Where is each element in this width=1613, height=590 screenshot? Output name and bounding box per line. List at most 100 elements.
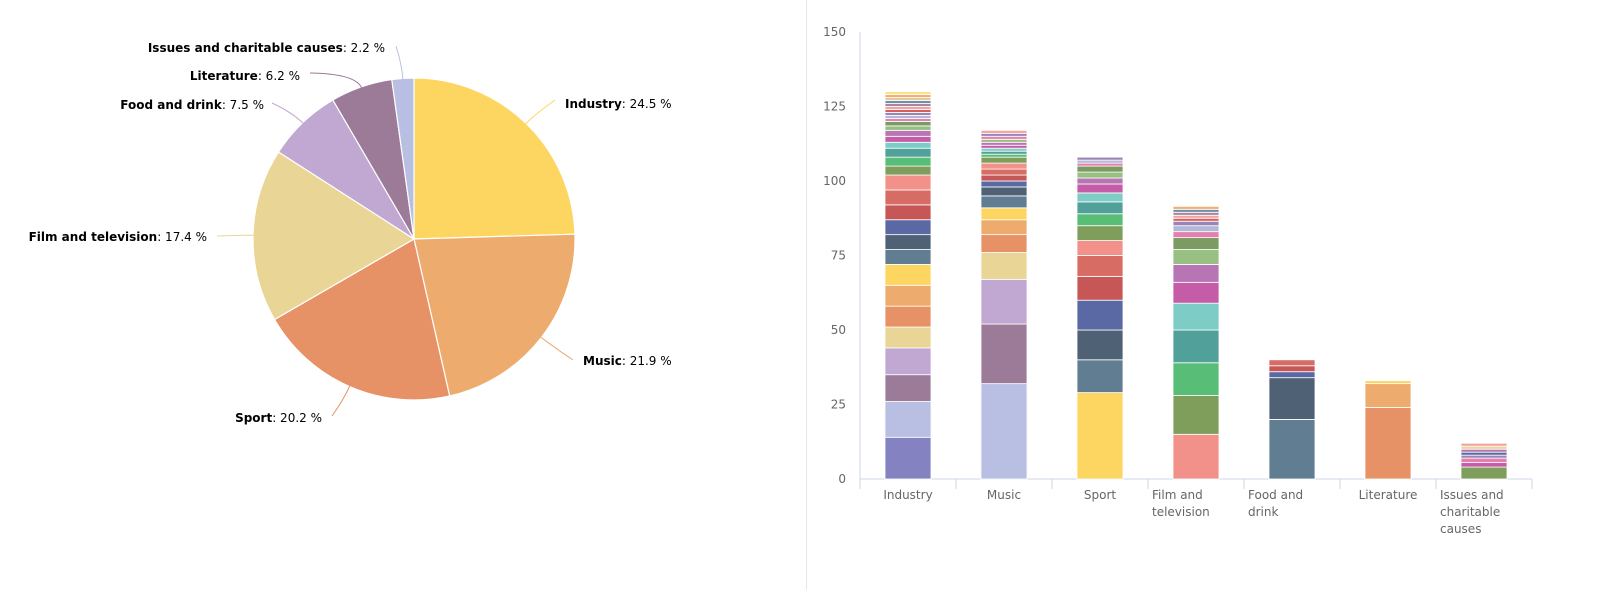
bar-segment[interactable]	[884, 97, 932, 101]
bar-segment[interactable]	[980, 219, 1028, 236]
bar-segment[interactable]	[980, 135, 1028, 140]
bar-segment[interactable]	[884, 326, 932, 349]
bar-segment[interactable]	[884, 115, 932, 119]
bar-segment[interactable]	[884, 219, 932, 236]
bar-segment[interactable]	[1076, 162, 1124, 167]
bar-segment[interactable]	[1076, 165, 1124, 173]
bar-segment[interactable]	[1076, 192, 1124, 203]
bar-segment[interactable]	[884, 100, 932, 104]
bar-segment[interactable]	[1172, 225, 1220, 233]
bar-segment[interactable]	[1172, 302, 1220, 331]
bar-segment[interactable]	[884, 436, 932, 480]
bar-segment[interactable]	[1268, 365, 1316, 373]
bar-segment[interactable]	[1172, 208, 1220, 213]
bar-segment[interactable]	[884, 106, 932, 110]
bar-segment[interactable]	[884, 156, 932, 167]
bar-segment[interactable]	[884, 112, 932, 116]
bar-segment[interactable]	[884, 249, 932, 265]
bar-segment[interactable]	[1172, 249, 1220, 265]
bar-segment[interactable]	[980, 252, 1028, 280]
bar-segment[interactable]	[884, 135, 932, 143]
bar-segment[interactable]	[1076, 329, 1124, 361]
bar-segment[interactable]	[1460, 462, 1508, 468]
bar-segment[interactable]	[884, 374, 932, 402]
bar-segment[interactable]	[1460, 448, 1508, 453]
bar-segment[interactable]	[1076, 213, 1124, 227]
bar-segment[interactable]	[980, 180, 1028, 188]
bar-segment[interactable]	[1172, 220, 1220, 227]
bar-segment[interactable]	[884, 189, 932, 206]
bar-segment[interactable]	[1172, 214, 1220, 219]
bar-segment[interactable]	[884, 284, 932, 307]
bar-segment[interactable]	[884, 94, 932, 98]
bar-segment[interactable]	[884, 305, 932, 328]
bar-segment[interactable]	[980, 278, 1028, 325]
bar-segment[interactable]	[1172, 231, 1220, 239]
bar-segment[interactable]	[884, 91, 932, 95]
bar-segment[interactable]	[1364, 380, 1412, 385]
bar-segment[interactable]	[1076, 299, 1124, 331]
bar-segment[interactable]	[980, 168, 1028, 176]
pie-slice-industry[interactable]	[413, 77, 576, 240]
bar-segment[interactable]	[1172, 211, 1220, 216]
bar-segment[interactable]	[1172, 281, 1220, 304]
bar-segment[interactable]	[1076, 159, 1124, 164]
bar-segment[interactable]	[1268, 418, 1316, 480]
bar-segment[interactable]	[884, 165, 932, 176]
bar-segment[interactable]	[980, 141, 1028, 146]
bar-segment[interactable]	[884, 204, 932, 221]
bar-segment[interactable]	[1268, 359, 1316, 367]
bar-segment[interactable]	[980, 138, 1028, 143]
bar-segment[interactable]	[1076, 275, 1124, 301]
bar-segment[interactable]	[1172, 264, 1220, 283]
bar-segment[interactable]	[980, 174, 1028, 182]
bar-segment[interactable]	[980, 195, 1028, 209]
bar-segment[interactable]	[980, 147, 1028, 152]
bar-segment[interactable]	[980, 153, 1028, 158]
bar-segment[interactable]	[980, 383, 1028, 480]
bar-segment[interactable]	[980, 129, 1028, 134]
bar-segment[interactable]	[884, 109, 932, 113]
bar-segment[interactable]	[1076, 201, 1124, 215]
bar-segment[interactable]	[884, 147, 932, 158]
bar-segment[interactable]	[1268, 377, 1316, 420]
bar-segment[interactable]	[980, 150, 1028, 155]
bar-segment[interactable]	[1172, 433, 1220, 480]
bar-segment[interactable]	[1364, 383, 1412, 408]
bar-segment[interactable]	[1076, 183, 1124, 194]
bar-segment[interactable]	[1076, 177, 1124, 185]
bar-segment[interactable]	[980, 234, 1028, 253]
bar-segment[interactable]	[884, 118, 932, 122]
bar-segment[interactable]	[1172, 395, 1220, 435]
bar-segment[interactable]	[1172, 205, 1220, 210]
bar-segment[interactable]	[1076, 255, 1124, 277]
bar-segment[interactable]	[1076, 392, 1124, 480]
bar-segment[interactable]	[884, 129, 932, 137]
bar-segment[interactable]	[1172, 329, 1220, 364]
bar-segment[interactable]	[980, 132, 1028, 137]
bar-segment[interactable]	[884, 174, 932, 191]
bar-segment[interactable]	[884, 264, 932, 286]
bar-segment[interactable]	[884, 141, 932, 149]
bar-segment[interactable]	[884, 121, 932, 127]
bar-segment[interactable]	[884, 347, 932, 376]
bar-segment[interactable]	[884, 125, 932, 131]
bar-segment[interactable]	[884, 234, 932, 250]
bar-segment[interactable]	[1076, 171, 1124, 179]
bar-segment[interactable]	[1076, 359, 1124, 393]
bar-segment[interactable]	[1268, 371, 1316, 379]
bar-segment[interactable]	[1076, 225, 1124, 241]
bar-segment[interactable]	[884, 103, 932, 107]
bar-segment[interactable]	[1460, 451, 1508, 456]
bar-segment[interactable]	[1460, 445, 1508, 450]
bar-segment[interactable]	[1460, 466, 1508, 480]
bar-segment[interactable]	[980, 207, 1028, 221]
bar-segment[interactable]	[1460, 442, 1508, 447]
bar-segment[interactable]	[980, 144, 1028, 149]
bar-segment[interactable]	[1460, 457, 1508, 464]
bar-segment[interactable]	[980, 323, 1028, 385]
bar-segment[interactable]	[884, 401, 932, 438]
bar-segment[interactable]	[1364, 407, 1412, 480]
bar-segment[interactable]	[1172, 362, 1220, 396]
bar-segment[interactable]	[1076, 156, 1124, 161]
